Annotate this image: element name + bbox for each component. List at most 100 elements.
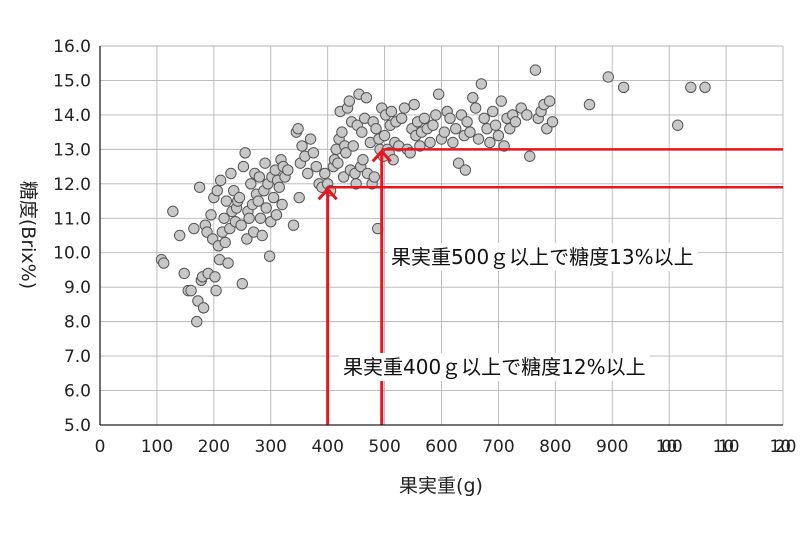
data-point [408,98,420,111]
data-point [210,284,222,297]
data-point [302,167,314,180]
data-point [484,136,496,149]
data-point [418,112,431,125]
data-point [521,109,533,121]
data-point [197,302,210,314]
data-point [475,78,488,90]
data-point [340,147,352,159]
annotations: 果実重500ｇ以上で糖度13%以上 果実重400ｇ以上で糖度12%以上 [339,243,698,381]
x-tick-label: 700 [482,437,514,457]
y-tick-label: 5.0 [64,416,91,436]
data-point [211,185,223,197]
data-point [398,102,411,114]
data-point [222,257,234,269]
data-point [336,126,348,138]
data-point [193,181,206,193]
data-points [155,64,711,328]
y-tick-label: 15.0 [53,71,91,91]
y-tick-label: 7.0 [64,347,91,367]
data-point [432,88,445,100]
y-axis-title: 糖度(Brix%) [17,181,39,289]
data-point [450,122,462,135]
data-point [220,195,233,207]
y-tick-label: 16.0 [53,37,91,57]
data-point [276,198,288,211]
data-point [307,147,320,159]
data-point [347,140,359,152]
x-tick-label: 1100 [713,437,740,457]
y-tick-label: 6.0 [64,382,91,402]
data-point [489,119,502,131]
x-tick-label: 400 [311,437,343,457]
data-point [259,157,271,169]
data-point [438,126,451,138]
data-point [253,171,266,183]
x-tick-label: 500 [368,437,400,457]
x-tick-label: 300 [255,437,287,457]
data-point [209,271,221,283]
data-point [173,229,186,242]
data-point [191,315,203,328]
data-point [370,122,382,135]
y-tick-label: 8.0 [64,313,91,333]
y-tick-label: 11.0 [53,209,91,229]
data-point [158,257,170,269]
data-point [185,284,197,297]
data-point [254,212,267,224]
data-point [273,181,285,193]
data-point [360,91,373,104]
y-tick-label: 10.0 [53,244,91,264]
data-point [478,112,490,125]
data-point [219,236,231,249]
data-point [337,171,350,183]
annotation-500g: 果実重500ｇ以上で糖度13%以上 [391,245,694,269]
data-point [270,209,283,221]
data-point [472,133,485,145]
data-point [239,147,251,159]
data-point [267,191,280,204]
x-tick-label: 200 [198,437,230,457]
data-point [287,219,300,231]
data-point [235,219,247,231]
x-tick-label: 0 [95,437,106,457]
annotation-background [339,353,650,381]
data-point [672,119,684,131]
data-point [487,105,499,118]
data-point [343,95,355,107]
data-point [430,109,442,121]
data-point [617,81,630,94]
data-point [444,112,456,125]
threshold-arrowhead [317,187,338,201]
data-point [218,212,230,224]
data-point [356,126,368,138]
data-point [509,116,522,128]
annotation-background [387,243,698,271]
data-point [241,233,253,245]
y-tick-labels: 5.0 6.0 7.0 8.0 9.0 10.0 11.0 12.0 13.0 14.0 15.0 1… [53,37,91,436]
data-point [243,212,255,224]
data-point [282,164,294,176]
data-point [225,167,237,180]
data-point [368,171,381,183]
data-point [292,122,304,135]
data-point [461,116,473,128]
x-tick-label: 1000 [656,437,683,457]
y-tick-label: 12.0 [53,175,91,195]
annotation-400g: 果実重400ｇ以上で糖度12%以上 [343,355,646,379]
data-point [357,154,369,166]
x-tick-label: 800 [539,437,571,457]
x-tick-label: 900 [596,437,628,457]
data-point [256,229,268,242]
x-tick-labels: 0 100 200 300 400 500 600 700 800 900 1000 1100 1200 [95,437,797,457]
data-point [310,160,322,173]
y-tick-label: 13.0 [53,140,91,160]
data-point [395,112,408,125]
data-point [296,140,308,152]
data-point [167,205,179,218]
data-point [699,81,711,94]
data-point [464,126,476,138]
y-tick-label: 9.0 [64,278,91,298]
data-point [378,129,391,142]
data-point [263,250,276,262]
x-tick-label: 1200 [770,437,797,457]
